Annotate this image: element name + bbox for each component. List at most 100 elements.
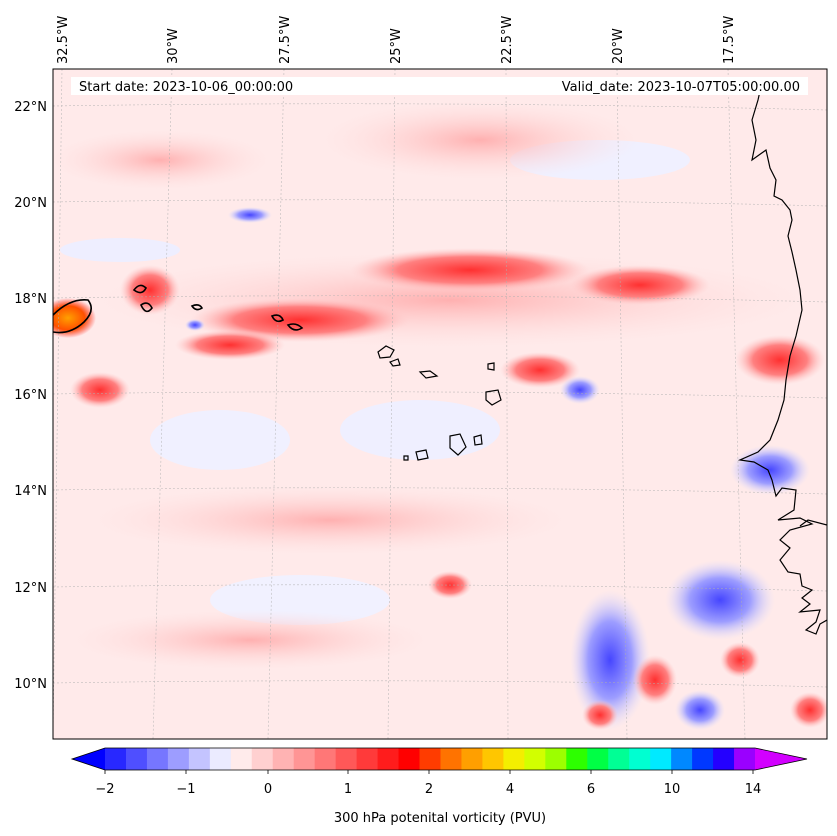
colorbar-swatch [105,748,127,770]
island-outline [485,389,502,406]
field-patch [70,610,430,670]
colorbar-swatch [419,748,442,770]
field-patch [350,248,590,292]
colorbar-swatch [734,748,756,770]
colorbar-title: 300 hPa potenital vorticity (PVU) [334,811,546,826]
island-outline [449,433,467,456]
lon-label: 27.5°W [278,16,293,64]
field-patch [53,130,270,190]
colorbar-swatch [314,748,337,770]
lat-label: 16°N [14,388,47,403]
valid-date-label: Valid_date: 2023-10-07T05:00:00.00 [562,80,800,95]
colorbar [70,747,808,774]
lat-label: 22°N [14,100,47,115]
island-outline [418,370,439,379]
field-patch [790,692,827,728]
field-patch [53,298,96,338]
colorbar-swatch [461,748,484,770]
field-patch [185,319,205,331]
field-patch [500,352,580,388]
lat-label: 12°N [14,581,47,596]
colorbar-tick-label: −1 [176,782,195,797]
island-outline [487,362,495,371]
contour-line [286,323,304,331]
field-patch [675,690,725,730]
field-patch [665,560,775,640]
field-patch [60,238,180,262]
colorbar-swatch [356,748,379,770]
contour-line [139,302,153,313]
lat-labels: 22°N 20°N 18°N 16°N 14°N 12°N 10°N [14,100,47,692]
colorbar-swatch [650,748,672,770]
field-patch [720,642,760,678]
island-outline [473,434,483,446]
colorbar-swatch [125,748,148,770]
start-date-label: Start date: 2023-10-06_00:00:00 [79,80,293,95]
lon-label: 32.5°W [56,16,71,64]
lon-label: 25°W [389,28,404,64]
island-outline [377,345,395,359]
lat-label: 14°N [14,484,47,499]
colorbar-swatch [503,748,525,770]
lat-label: 10°N [14,677,47,692]
colorbar-swatch [251,748,274,770]
lon-label: 30°W [166,28,181,64]
colorbar-swatch [566,748,588,770]
field-patch [90,485,570,555]
colorbar-swatch [293,748,316,770]
colorbar-swatch [587,748,609,770]
colorbar-swatch [146,748,169,770]
field-patch [570,265,710,305]
colorbar-tick-label: 4 [506,782,514,797]
contour-line [270,314,285,323]
map-frame [52,68,828,740]
field-patch [175,330,285,360]
colorbar-swatch [629,748,651,770]
colorbar-extend-high [755,748,807,770]
colorbar-swatch [524,748,546,770]
colorbar-swatch [272,748,295,770]
colorbar-tick-label: 1 [344,782,352,797]
colorbar-swatch [713,748,735,770]
island-outline [403,455,409,461]
lat-label: 18°N [14,292,47,307]
colorbar-swatch [692,748,714,770]
colorbar-swatch [482,748,504,770]
contour-line [132,284,147,294]
contour-line [190,304,204,311]
contour-line [53,298,92,334]
field-patch [730,445,810,495]
colorbar-swatch [671,748,693,770]
colorbar-extend-low [72,748,105,770]
field-patch [560,376,600,404]
field-patch [570,590,650,730]
lon-label: 22.5°W [500,16,515,64]
field-patch [633,655,677,705]
colorbar-swatch [398,748,421,770]
field-patch [582,700,618,730]
lon-label: 17.5°W [722,16,737,64]
colorbar-tick-label: 14 [745,782,762,797]
islands [377,345,502,461]
field-patch [228,207,272,223]
field-patch [320,100,640,180]
lon-labels: 32.5°W 30°W 27.5°W 25°W 22.5°W 20°W 17.5… [56,16,737,64]
field-patch [70,372,130,408]
colorbar-swatch [608,748,630,770]
lon-label: 20°W [611,28,626,64]
colorbar-tick-label: −2 [95,782,114,797]
colorbar-swatch [377,748,400,770]
pv-contours [53,284,304,334]
field-patch [735,335,825,385]
colorbar-swatch [209,748,232,770]
colorbar-tick-label: 2 [425,782,433,797]
header-box [71,77,808,95]
colorbar-tick-label: 0 [264,782,272,797]
colorbar-ticks: −2 −1 0 1 2 4 6 10 14 [95,782,761,797]
colorbar-tick-label: 6 [587,782,595,797]
coastline [799,519,827,527]
field-patch [340,400,500,460]
colorbar-tick-label: 10 [664,782,681,797]
island-outline [415,449,429,461]
